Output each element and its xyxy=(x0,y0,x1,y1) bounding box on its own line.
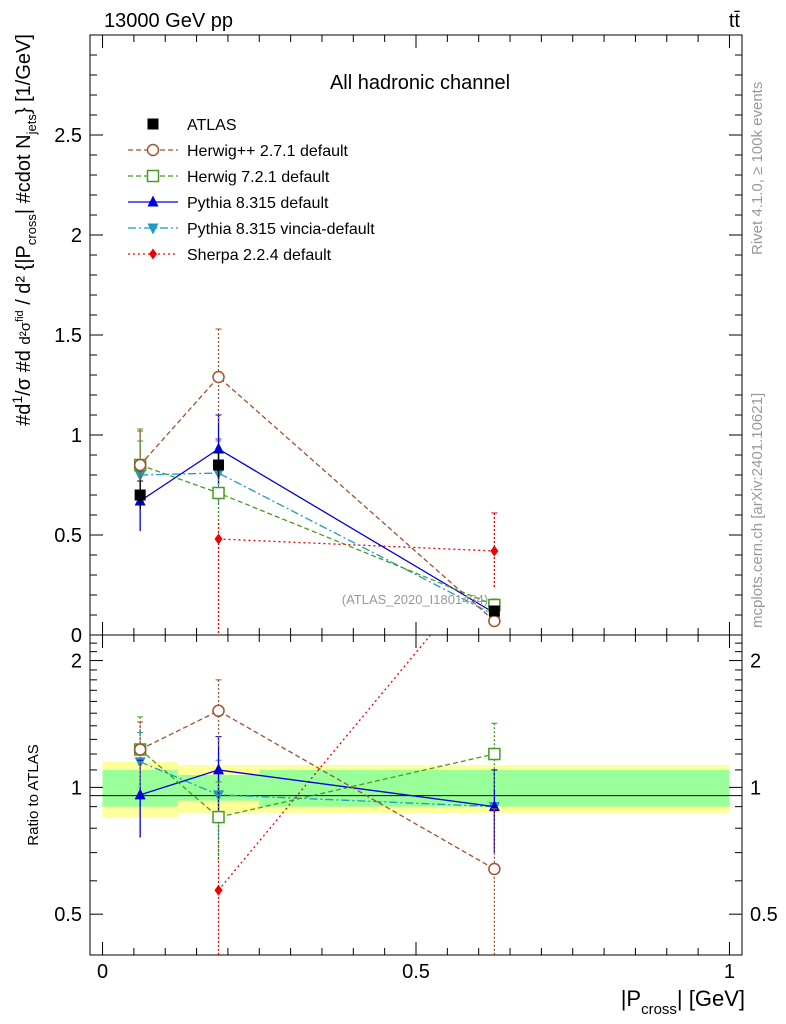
x-tick-label: 1 xyxy=(724,961,735,983)
x-tick-label: 0.5 xyxy=(402,961,430,983)
ratio-point-1 xyxy=(212,704,225,718)
legend-marker-1 xyxy=(146,143,160,157)
legend-marker-2 xyxy=(146,169,160,183)
ratio-point-2 xyxy=(488,747,501,761)
y-tick-label-ratio-right: 0.5 xyxy=(750,904,778,926)
mcplots-label: mcplots.cern.ch [arXiv:2401.10621] xyxy=(749,393,766,628)
y-tick-label-ratio-right: 2 xyxy=(750,651,761,673)
ratio-y-axis-label: Ratio to ATLAS xyxy=(25,744,42,845)
ratio-bands xyxy=(102,761,730,818)
y-tick-label-ratio: 2 xyxy=(71,651,82,673)
legend-label-2: Herwig 7.2.1 default xyxy=(187,169,330,186)
ratio-point-3 xyxy=(134,788,146,800)
legend-label-1: Herwig++ 2.7.1 default xyxy=(187,143,349,160)
y-tick-label-main: 2.5 xyxy=(54,125,82,147)
ratio-point-1 xyxy=(488,862,501,876)
rivet-label: Rivet 4.1.0, ≥ 100k events xyxy=(749,82,766,255)
chart-title: All hadronic channel xyxy=(330,72,510,94)
ratio-panel: 0.5 0.5 1 1 2 2 xyxy=(54,634,778,956)
main-ticks: 0.5 1 1.5 2 2.5 0 0 0.5 1 xyxy=(54,35,742,983)
ratio-line-2 xyxy=(139,749,495,818)
x-tick-label: 0 xyxy=(97,961,108,983)
main-y-axis-label: #d1/σ #d d²σfid / d² {|Pcross| #cdot Nje… xyxy=(9,34,39,426)
legend-label-4: Pythia 8.315 vincia-default xyxy=(187,221,375,238)
main-point-1 xyxy=(133,458,147,472)
header-right: tt̄ xyxy=(729,10,741,32)
y-tick-label-ratio: 1 xyxy=(71,777,82,799)
header-left: 13000 GeV pp xyxy=(104,10,233,32)
main-point-0 xyxy=(134,489,146,501)
main-point-5 xyxy=(490,545,499,557)
main-panel: 0.5 1 1.5 2 2.5 0 0 0.5 1 All hadronic channel (… xyxy=(54,34,743,983)
legend-label-3: Pythia 8.315 default xyxy=(187,195,329,212)
y-tick-label-main: 1 xyxy=(71,425,82,447)
legend-label-0: ATLAS xyxy=(187,117,237,134)
legend-marker-0 xyxy=(147,118,159,130)
ratio-series xyxy=(133,635,501,955)
ratio-line-1 xyxy=(139,710,495,870)
main-point-1 xyxy=(212,370,225,384)
ratio-ticks: 0.5 0.5 1 1 2 2 xyxy=(54,634,778,956)
main-point-5 xyxy=(214,533,223,545)
main-series xyxy=(133,328,501,635)
ratio-line-5 xyxy=(218,635,432,891)
legend-marker-5 xyxy=(149,248,157,260)
main-line-5 xyxy=(218,538,495,552)
main-point-0 xyxy=(213,459,225,471)
main-line-1 xyxy=(139,376,495,622)
ratio-point-1 xyxy=(133,743,147,756)
y-tick-label-ratio-right: 1 xyxy=(750,777,761,799)
legend-marker-3 xyxy=(147,195,159,207)
main-point-0 xyxy=(488,605,500,617)
main-point-2 xyxy=(212,486,225,500)
y-tick-label-main: 0.5 xyxy=(54,525,82,547)
ratio-frame xyxy=(89,634,743,956)
main-point-1 xyxy=(488,614,501,628)
legend-label-5: Sherpa 2.2.4 default xyxy=(187,247,332,264)
main-line-2 xyxy=(139,464,495,606)
y-tick-label-main: 1.5 xyxy=(54,325,82,347)
ratio-point-3 xyxy=(213,763,225,775)
legend-marker-4 xyxy=(147,223,159,235)
y-tick-label-main: 2 xyxy=(71,225,82,247)
x-axis-label: |Pcross| [GeV] xyxy=(621,986,745,1018)
y-tick-label-ratio: 0.5 xyxy=(54,904,82,926)
svg-text:#d1/σ #d d²σfid / d² {|Pcross|: #d1/σ #d d²σfid / d² {|Pcross| #cdot Nje… xyxy=(9,34,39,426)
analysis-watermark: (ATLAS_2020_I1801434) xyxy=(342,592,488,607)
legend: ATLAS Herwig++ 2.7.1 default Herwig 7.2.1 … xyxy=(128,117,375,264)
main-point-3 xyxy=(213,442,225,454)
ratio-point-2 xyxy=(212,810,225,824)
y-tick-label-main-zero: 0 xyxy=(71,625,82,647)
ratio-point-5 xyxy=(214,884,223,896)
